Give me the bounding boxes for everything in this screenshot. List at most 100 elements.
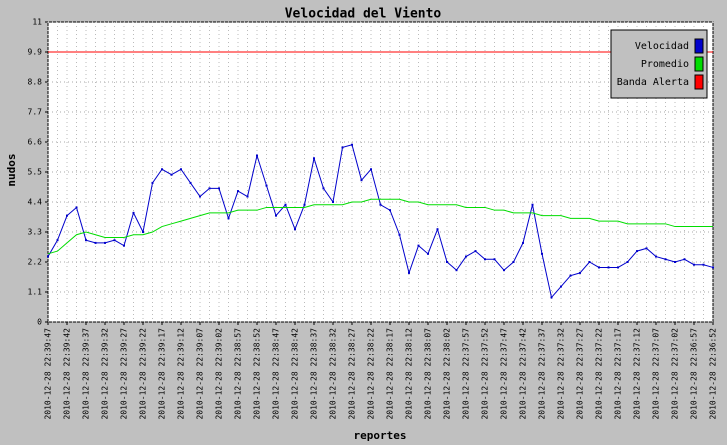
point: [579, 271, 581, 274]
x-tick-label: 2010-12-28 22:38:37: [310, 328, 319, 420]
point: [284, 203, 287, 206]
x-tick-label: 2010-12-28 22:38:07: [424, 328, 433, 420]
x-tick-label: 2010-12-28 22:37:32: [557, 328, 566, 420]
x-tick-label: 2010-12-28 22:38:47: [272, 328, 281, 420]
y-tick-label: 1.1: [28, 288, 43, 297]
point: [522, 241, 524, 244]
point: [626, 261, 629, 263]
point: [398, 233, 401, 236]
x-tick-label: 2010-12-28 22:37:52: [481, 328, 490, 420]
point: [170, 173, 173, 176]
point: [645, 247, 648, 250]
x-tick-label: 2010-12-28 22:39:22: [139, 328, 148, 420]
point: [674, 261, 676, 263]
point: [113, 239, 116, 242]
point: [75, 206, 78, 209]
x-tick-label: 2010-12-28 22:38:32: [329, 328, 338, 420]
point: [531, 203, 534, 206]
point: [265, 184, 268, 187]
point: [85, 239, 87, 242]
y-tick-label: 5.5: [28, 168, 43, 177]
point: [56, 239, 59, 242]
point: [218, 187, 220, 190]
point: [303, 203, 306, 206]
point: [636, 250, 638, 253]
legend-swatch: [694, 38, 704, 54]
point: [227, 217, 230, 220]
point: [455, 269, 458, 272]
point: [47, 255, 49, 258]
chart-title: Velocidad del Viento: [285, 7, 442, 22]
legend-label: Banda Alerta: [617, 77, 689, 88]
point: [332, 201, 334, 203]
y-axis-label: nudos: [5, 153, 18, 186]
x-tick-label: 2010-12-28 22:38:27: [348, 328, 357, 420]
legend-swatch: [694, 56, 704, 72]
point: [655, 255, 657, 258]
x-tick-label: 2010-12-28 22:39:07: [196, 328, 205, 420]
point: [683, 258, 686, 261]
point: [360, 179, 363, 182]
y-tick-label: 2.2: [28, 258, 43, 267]
point: [94, 241, 97, 244]
x-tick-label: 2010-12-28 22:39:42: [63, 328, 72, 420]
point: [560, 285, 562, 288]
point: [512, 261, 515, 263]
point: [237, 190, 239, 193]
x-tick-label: 2010-12-28 22:39:17: [158, 328, 167, 420]
point: [607, 266, 610, 269]
x-tick-label: 2010-12-28 22:37:47: [500, 328, 509, 420]
x-tick-label: 2010-12-28 22:37:42: [519, 328, 528, 420]
point: [702, 263, 705, 266]
legend-swatch: [694, 74, 704, 90]
x-tick-label: 2010-12-28 22:39:47: [44, 328, 53, 420]
x-tick-label: 2010-12-28 22:38:02: [443, 328, 452, 420]
x-tick-label: 2010-12-28 22:39:02: [215, 328, 224, 420]
point: [275, 214, 277, 217]
x-tick-label: 2010-12-28 22:38:12: [405, 328, 414, 420]
y-tick-label: 7.7: [28, 108, 43, 117]
point: [351, 143, 353, 146]
point: [294, 228, 296, 231]
y-tick-label: 3.3: [28, 228, 43, 237]
point: [256, 154, 258, 157]
point: [503, 269, 505, 272]
x-tick-label: 2010-12-28 22:37:57: [462, 328, 471, 420]
point: [541, 252, 543, 255]
y-tick-label: 0: [37, 318, 42, 327]
point: [617, 266, 619, 269]
point: [104, 241, 106, 244]
point: [132, 211, 135, 214]
x-tick-label: 2010-12-28 22:38:57: [234, 328, 243, 420]
x-tick-label: 2010-12-28 22:38:42: [291, 328, 300, 420]
point: [189, 181, 192, 184]
point: [180, 168, 182, 171]
point: [313, 157, 315, 160]
x-tick-label: 2010-12-28 22:38:17: [386, 328, 395, 420]
x-tick-label: 2010-12-28 22:38:52: [253, 328, 262, 420]
y-tick-label: 11: [32, 18, 42, 27]
x-tick-label: 2010-12-28 22:36:57: [690, 328, 699, 420]
x-tick-label: 2010-12-28 22:36:52: [709, 328, 718, 420]
series-line: [47, 198, 713, 255]
x-tick-label: 2010-12-28 22:39:32: [101, 328, 110, 420]
point: [389, 209, 391, 212]
y-tick-label: 8.8: [28, 78, 43, 87]
point: [123, 244, 125, 247]
point: [322, 187, 325, 190]
x-tick-label: 2010-12-28 22:39:27: [120, 328, 129, 420]
x-tick-label: 2010-12-28 22:39:12: [177, 328, 186, 420]
point: [712, 266, 714, 269]
point: [66, 214, 68, 217]
point: [446, 261, 448, 263]
point: [598, 266, 600, 269]
x-tick-label: 2010-12-28 22:37:37: [538, 328, 547, 420]
point: [151, 181, 154, 184]
legend-label: Promedio: [641, 59, 689, 70]
x-tick-label: 2010-12-28 22:38:22: [367, 328, 376, 420]
point: [208, 187, 211, 190]
point: [161, 168, 163, 171]
point: [246, 195, 249, 198]
